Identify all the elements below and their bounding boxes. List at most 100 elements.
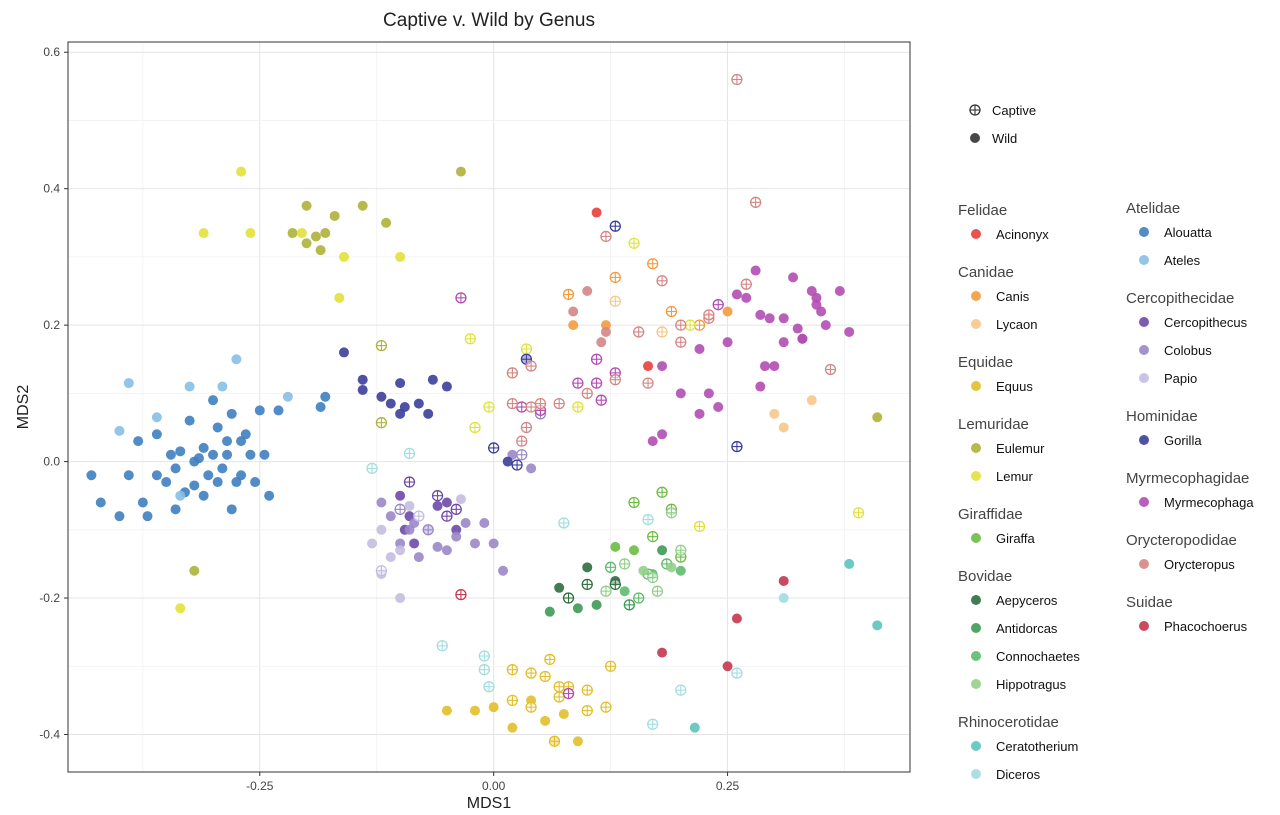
wild-point [385, 552, 396, 563]
captive-point [684, 319, 696, 331]
wild-point [1139, 227, 1149, 237]
wild-point [413, 552, 424, 563]
captive-point [595, 394, 607, 406]
captive-point [623, 599, 635, 611]
captive-point [488, 442, 500, 454]
wild-point [208, 395, 219, 406]
wild-point [376, 524, 387, 535]
captive-point [403, 447, 416, 460]
plot-grid [68, 42, 910, 772]
wild-point [769, 361, 780, 372]
wild-point [526, 463, 537, 474]
legend-genus-label: Alouatta [1164, 225, 1212, 240]
captive-point [506, 367, 519, 379]
captive-point [366, 462, 378, 475]
wild-point [971, 651, 981, 661]
wild-point [395, 490, 406, 501]
wild-point [198, 228, 209, 239]
wild-point [647, 436, 658, 447]
wild-point [338, 347, 349, 358]
wild-point [811, 299, 822, 310]
wild-point [792, 323, 803, 334]
wild-point [399, 402, 410, 412]
wild-point [282, 391, 293, 402]
wild-point [189, 565, 200, 576]
captive-point [478, 664, 490, 676]
wild-point [788, 272, 799, 283]
wild-point [226, 408, 237, 419]
wild-point [455, 494, 466, 505]
wild-point [971, 381, 981, 391]
wild-point [971, 319, 981, 329]
wild-point [357, 384, 368, 395]
wild-point [236, 166, 247, 177]
wild-point [240, 429, 251, 440]
captive-point [572, 377, 584, 389]
captive-point [422, 524, 434, 536]
captive-point [431, 490, 444, 502]
wild-point [376, 497, 387, 508]
wild-point [151, 429, 162, 440]
wild-point [971, 471, 981, 481]
y-tick-label: 0.6 [43, 45, 60, 59]
wild-point [184, 381, 195, 392]
captive-point [656, 275, 668, 287]
wild-point [488, 702, 499, 713]
captive-point [413, 510, 425, 522]
captive-point [609, 220, 621, 232]
captive-point [600, 585, 612, 597]
wild-point [554, 582, 565, 593]
wild-point [610, 541, 621, 552]
wild-point [694, 408, 705, 419]
wild-point [222, 449, 233, 460]
captive-point [642, 377, 654, 389]
captive-point [581, 578, 593, 591]
captive-point [712, 299, 724, 311]
captive-point [675, 336, 687, 348]
wild-point [301, 238, 312, 249]
wild-point [432, 541, 443, 552]
captive-point [562, 687, 575, 700]
wild-point [114, 511, 125, 522]
wild-point [778, 575, 789, 586]
wild-point [971, 443, 981, 453]
legend-family-heading: Suidae [1126, 594, 1173, 611]
wild-point [259, 449, 270, 460]
captive-point [450, 503, 462, 515]
y-tick-label: -0.4 [39, 727, 60, 741]
wild-point [572, 736, 583, 747]
wild-point [395, 545, 406, 556]
captive-point [562, 592, 575, 604]
captive-point [600, 701, 612, 713]
captive-point [581, 387, 593, 400]
wild-point [1139, 255, 1149, 265]
wild-point [657, 545, 668, 556]
wild-point [236, 470, 247, 481]
captive-point [511, 459, 523, 471]
wild-point [441, 381, 452, 392]
captive-point [525, 667, 537, 679]
captive-point [604, 660, 617, 672]
captive-point [548, 735, 561, 747]
wild-point [469, 538, 480, 549]
wild-point [971, 291, 981, 301]
captive-point [609, 578, 621, 591]
wild-point [441, 705, 452, 716]
wild-point [315, 245, 326, 256]
wild-point [731, 289, 742, 300]
captive-point [609, 295, 621, 307]
legend-genus-label: Gorilla [1164, 433, 1202, 448]
wild-point [872, 412, 883, 423]
legend-genus-label: Phacochoerus [1164, 619, 1248, 634]
captive-point [525, 701, 537, 713]
wild-point [1139, 497, 1149, 507]
captive-point [375, 565, 388, 577]
wild-point [395, 378, 406, 389]
wild-point [971, 679, 981, 689]
wild-point [451, 531, 462, 542]
captive-point [525, 360, 537, 372]
captive-point [604, 561, 617, 573]
wild-point [689, 722, 700, 733]
wild-point [404, 500, 415, 511]
